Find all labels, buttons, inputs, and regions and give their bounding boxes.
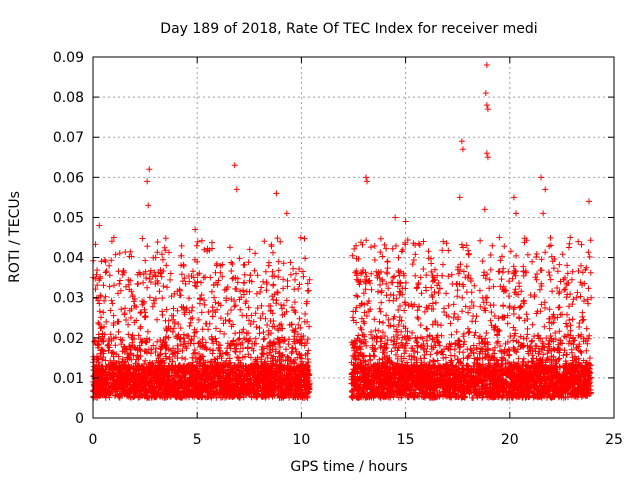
data-point: [364, 178, 371, 185]
data-point: [96, 222, 103, 229]
axis-ticks: [92, 56, 615, 419]
y-tick-label: 0.07: [53, 130, 84, 146]
data-point: [233, 186, 240, 193]
x-axis-label: GPS time / hours: [290, 459, 407, 475]
data-point: [392, 214, 399, 221]
data-point: [483, 102, 490, 109]
x-tick-label: 15: [397, 432, 415, 448]
data-points: [90, 62, 595, 401]
data-point: [585, 198, 592, 205]
y-tick-label: 0.05: [53, 210, 84, 226]
data-point: [402, 218, 409, 225]
y-tick-label: 0.06: [53, 170, 84, 186]
data-point: [513, 210, 520, 217]
data-point: [483, 150, 490, 157]
x-tick-label: 5: [193, 432, 202, 448]
data-point: [110, 234, 117, 241]
chart-title: Day 189 of 2018, Rate Of TEC Index for r…: [160, 21, 537, 37]
plot-frame: [92, 56, 615, 419]
y-tick-label: 0.08: [53, 90, 84, 106]
data-point: [145, 202, 152, 209]
data-point: [538, 174, 545, 181]
data-point: [567, 234, 574, 241]
x-tick-labels: 0 5 10 15 20 25: [89, 432, 623, 448]
y-tick-label: 0.01: [53, 371, 84, 387]
data-point: [192, 226, 199, 233]
data-point: [144, 178, 151, 185]
data-point: [456, 194, 463, 201]
data-point: [482, 90, 489, 97]
data-point: [510, 194, 517, 201]
data-point: [459, 146, 466, 153]
data-point: [481, 206, 488, 213]
data-point: [146, 166, 153, 173]
data-point: [231, 162, 238, 169]
x-tick-label: 10: [292, 432, 310, 448]
y-tick-labels: 0 0.01 0.02 0.03 0.04 0.05 0.06 0.07 0.08 0.09: [53, 50, 84, 427]
data-point: [483, 62, 490, 69]
y-tick-label: 0.03: [53, 291, 84, 307]
data-point: [458, 138, 465, 145]
data-point: [484, 106, 491, 113]
y-tick-label: 0.04: [53, 251, 84, 267]
data-point: [283, 210, 290, 217]
data-point: [363, 174, 370, 181]
data-point: [540, 210, 547, 217]
data-point: [273, 190, 280, 197]
point-cloud: [90, 234, 595, 401]
data-point: [484, 154, 491, 161]
y-axis-label: ROTI / TECUs: [7, 191, 23, 283]
x-tick-label: 0: [89, 432, 98, 448]
data-point: [542, 186, 549, 193]
y-tick-label: 0.02: [53, 331, 84, 347]
y-tick-label: 0.09: [53, 50, 84, 66]
x-tick-label: 20: [501, 432, 519, 448]
x-tick-label: 25: [605, 432, 623, 448]
y-tick-label: 0: [75, 411, 84, 427]
data-point: [496, 234, 503, 241]
